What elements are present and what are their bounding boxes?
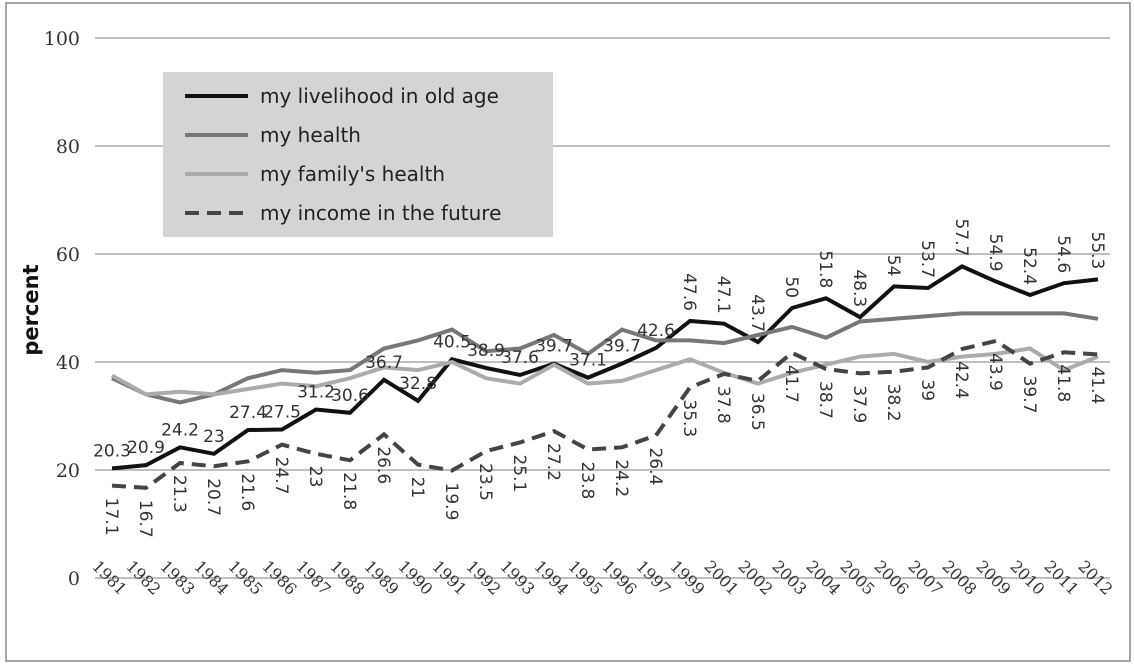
legend-label: my family's health [260,162,445,186]
legend-label: my health [260,123,361,147]
data-label: 32.8 [399,374,437,394]
data-label: 17.1 [101,498,121,536]
data-label: 37.9 [849,385,869,423]
y-tick-label: 0 [68,568,80,590]
data-label: 20.3 [93,441,131,461]
data-label: 27.4 [229,403,267,423]
data-label: 54.6 [1053,235,1073,273]
data-label: 39.7 [603,337,641,357]
data-label: 16.7 [135,500,155,538]
data-label: 42.4 [951,361,971,399]
data-label: 39 [917,379,937,401]
data-label: 43.9 [985,353,1005,391]
x-tick-label: 1981 [88,557,130,599]
data-label: 55.3 [1087,232,1107,270]
data-label: 21 [407,477,427,499]
data-label: 42.6 [637,321,675,341]
data-label: 54 [883,255,903,277]
y-tick-label: 20 [56,460,80,482]
data-label: 26.4 [645,447,665,485]
series-line [111,346,1099,397]
series-line [111,338,1099,490]
data-label: 36.5 [747,393,767,431]
series-line [111,311,1099,405]
data-labels: 20.320.924.2 2327.427.531.230.636.732.840… [93,219,1107,538]
data-label: 53.7 [917,240,937,278]
y-tick-label: 100 [44,28,80,50]
data-label: 47.1 [713,276,733,314]
data-label: 35.3 [679,399,699,437]
data-label: 23.8 [577,461,597,499]
lines [111,264,1099,490]
legend-label: my income in the future [260,201,501,225]
data-label: 39.7 [1019,376,1039,414]
data-label: 39.7 [535,337,573,357]
data-label: 43.7 [747,294,767,332]
data-label: 54.9 [985,234,1005,272]
data-label: 41.8 [1053,364,1073,402]
data-label: 24.2 [161,420,199,440]
data-label: 21.3 [169,475,189,513]
data-label: 38.7 [815,381,835,419]
data-label: 50 [781,276,801,298]
data-label: 27.2 [543,443,563,481]
data-label: 21.8 [339,472,359,510]
data-label: 23.5 [475,463,495,501]
data-label: 20.9 [127,438,165,458]
series-line [111,264,1099,471]
data-label: 48.3 [849,269,869,307]
data-label: 47.6 [679,273,699,311]
data-label: 20.7 [203,478,223,516]
y-tick-label: 60 [56,244,80,266]
data-label: 23 [203,427,225,447]
data-label: 38.9 [467,341,505,361]
data-label: 41.4 [1087,366,1107,404]
y-tick-label: 80 [56,136,80,158]
data-label: 23 [305,466,325,488]
data-label: 24.2 [611,459,631,497]
data-label: 19.9 [441,483,461,521]
data-label: 21.6 [237,473,257,511]
data-label: 36.7 [365,353,403,373]
y-tick-label: 40 [56,352,80,374]
data-label: 38.2 [883,384,903,422]
legend-label: my livelihood in old age [260,84,499,108]
data-label: 31.2 [297,383,335,403]
data-label: 24.7 [271,457,291,495]
data-label: 57.7 [951,219,971,257]
data-label: 40.5 [433,332,471,352]
legend-box [163,72,553,237]
data-label: 37.8 [713,386,733,424]
data-label: 51.8 [815,250,835,288]
y-axis-label: percent [19,264,43,355]
data-label: 25.1 [509,454,529,492]
legend: my livelihood in old age my health my fami… [163,72,553,237]
data-label: 37.6 [501,348,539,368]
data-label: 30.6 [331,386,369,406]
data-label: 27.5 [263,403,301,423]
frame [5,2,1131,662]
data-label: 52.4 [1019,247,1039,285]
data-label: 41.7 [781,365,801,403]
data-label: 37.1 [569,351,607,371]
data-label: 26.6 [373,446,393,484]
